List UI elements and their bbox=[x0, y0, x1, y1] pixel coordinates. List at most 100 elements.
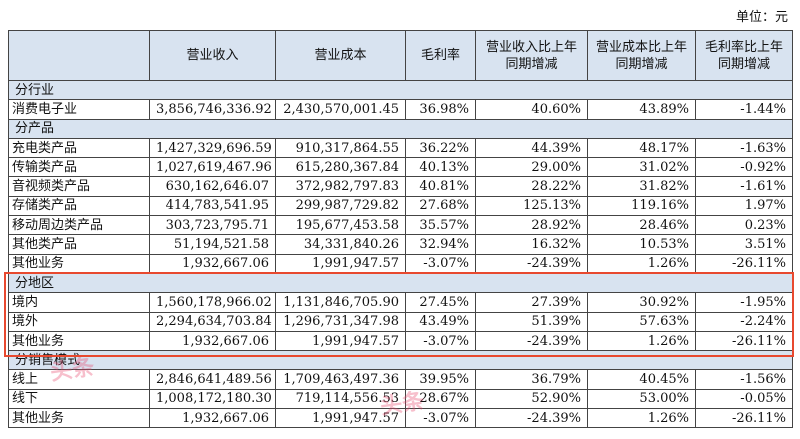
table-cell: -24.39% bbox=[475, 408, 588, 429]
section-title: 分销售模式 bbox=[8, 350, 793, 371]
unit-label: 单位：元 bbox=[735, 10, 788, 25]
header-row: 营业收入 营业成本 毛利率 营业收入比上年同期增减 营业成本比上年同期增减 毛利… bbox=[8, 30, 793, 81]
table-row: 充电类产品 1,427,329,696.59 910,317,864.55 36.22… bbox=[8, 137, 793, 159]
table-cell: -2.24% bbox=[695, 311, 793, 332]
table-cell: 52.90% bbox=[475, 388, 588, 410]
table-cell: 51.39% bbox=[475, 311, 588, 332]
table-cell: 31.02% bbox=[587, 157, 696, 178]
row-label: 存储类产品 bbox=[8, 195, 150, 217]
header-blank bbox=[8, 30, 150, 81]
header-cost: 营业成本 bbox=[275, 30, 406, 81]
section-row: 分销售模式 bbox=[8, 350, 793, 371]
table-cell: 32.94% bbox=[405, 234, 476, 255]
table-cell: 48.17% bbox=[587, 137, 696, 159]
table-row: 传输类产品 1,027,619,467.96 615,280,367.84 40.13… bbox=[8, 157, 793, 178]
table-cell: 1,991,947.57 bbox=[275, 253, 406, 274]
table-cell: 31.82% bbox=[587, 176, 696, 197]
table-row: 线下 1,008,172,180.30 719,114,556.53 28.67% 52… bbox=[8, 388, 793, 410]
table-cell: 2,430,570,001.45 bbox=[275, 99, 406, 120]
row-label: 线上 bbox=[8, 369, 150, 390]
table-cell: 119.16% bbox=[587, 195, 696, 217]
table-cell: -26.11% bbox=[695, 253, 793, 274]
table-row: 消费电子业 3,856,746,336.92 2,430,570,001.45 36.… bbox=[8, 99, 793, 120]
table-cell: 1.26% bbox=[587, 330, 696, 352]
table-cell: 372,982,797.83 bbox=[275, 176, 406, 197]
table-cell: 3,856,746,336.92 bbox=[149, 99, 276, 120]
table-cell: 414,783,541.95 bbox=[149, 195, 276, 217]
table-cell: 51,194,521.58 bbox=[149, 234, 276, 255]
table-cell: 3.51% bbox=[695, 234, 793, 255]
table-row: 其他业务 1,932,667.06 1,991,947.57 -3.07% -24.39… bbox=[8, 330, 793, 352]
revenue-breakdown-table: 营业收入 营业成本 毛利率 营业收入比上年同期增减 营业成本比上年同期增减 毛利… bbox=[8, 30, 793, 429]
table-cell: 36.79% bbox=[475, 369, 588, 390]
table-cell: 1,008,172,180.30 bbox=[149, 388, 276, 410]
row-label: 其他类产品 bbox=[8, 234, 150, 255]
table-cell: 53.00% bbox=[587, 388, 696, 410]
table-row: 音视频类产品 630,162,646.07 372,982,797.83 40.81%… bbox=[8, 176, 793, 197]
row-label: 其他业务 bbox=[8, 330, 150, 352]
table-cell: 1,427,329,696.59 bbox=[149, 137, 276, 159]
row-label: 线下 bbox=[8, 388, 150, 410]
section-row: 分产品 bbox=[8, 118, 793, 139]
header-gross-margin: 毛利率 bbox=[405, 30, 476, 81]
table-body: 分行业 消费电子业 3,856,746,336.92 2,430,570,001.45… bbox=[8, 79, 793, 429]
table-cell: 43.89% bbox=[587, 99, 696, 120]
table-cell: 27.45% bbox=[405, 292, 476, 313]
table-cell: 28.46% bbox=[587, 215, 696, 236]
table-cell: 34,331,840.26 bbox=[275, 234, 406, 255]
table-cell: -24.39% bbox=[475, 330, 588, 352]
table-cell: 1,027,619,467.96 bbox=[149, 157, 276, 178]
table-row: 线上 2,846,641,489.56 1,709,463,497.36 39.95%… bbox=[8, 369, 793, 390]
row-label: 其他业务 bbox=[8, 408, 150, 429]
table-cell: 1.26% bbox=[587, 408, 696, 429]
table-cell: 43.49% bbox=[405, 311, 476, 332]
table-cell: 630,162,646.07 bbox=[149, 176, 276, 197]
table-cell: -0.05% bbox=[695, 388, 793, 410]
row-label: 传输类产品 bbox=[8, 157, 150, 178]
table-cell: 615,280,367.84 bbox=[275, 157, 406, 178]
table-cell: 0.23% bbox=[695, 215, 793, 236]
table-cell: 299,987,729.82 bbox=[275, 195, 406, 217]
table-cell: -0.92% bbox=[695, 157, 793, 178]
table-cell: -1.95% bbox=[695, 292, 793, 313]
table-cell: 1.97% bbox=[695, 195, 793, 217]
table-cell: 28.92% bbox=[475, 215, 588, 236]
table-cell: 40.60% bbox=[475, 99, 588, 120]
table-row: 其他业务 1,932,667.06 1,991,947.57 -3.07% -24.39… bbox=[8, 253, 793, 274]
table-cell: 30.92% bbox=[587, 292, 696, 313]
section-title: 分产品 bbox=[8, 118, 793, 139]
row-label: 充电类产品 bbox=[8, 137, 150, 159]
table-cell: 125.13% bbox=[475, 195, 588, 217]
table-cell: 1,296,731,347.98 bbox=[275, 311, 406, 332]
table-cell: 1,932,667.06 bbox=[149, 253, 276, 274]
table-cell: 44.39% bbox=[475, 137, 588, 159]
section-row: 分行业 bbox=[8, 79, 793, 101]
table-row: 境内 1,560,178,966.02 1,131,846,705.90 27.45%… bbox=[8, 292, 793, 313]
table-cell: 2,294,634,703.84 bbox=[149, 311, 276, 332]
table-cell: 719,114,556.53 bbox=[275, 388, 406, 410]
table-cell: 28.22% bbox=[475, 176, 588, 197]
table-cell: 1,932,667.06 bbox=[149, 330, 276, 352]
table-cell: 1.26% bbox=[587, 253, 696, 274]
row-label: 消费电子业 bbox=[8, 99, 150, 120]
table-cell: 40.13% bbox=[405, 157, 476, 178]
table-cell: 40.45% bbox=[587, 369, 696, 390]
table-cell: 36.22% bbox=[405, 137, 476, 159]
table-cell: 910,317,864.55 bbox=[275, 137, 406, 159]
table-row: 移动周边类产品 303,723,795.71 195,677,453.58 35.57… bbox=[8, 215, 793, 236]
table-cell: 27.68% bbox=[405, 195, 476, 217]
section-row: 分地区 bbox=[8, 272, 793, 294]
table-cell: -26.11% bbox=[695, 330, 793, 352]
header-margin-yoy: 毛利率比上年同期增减 bbox=[695, 30, 793, 81]
table-cell: 1,991,947.57 bbox=[275, 408, 406, 429]
table-cell: 303,723,795.71 bbox=[149, 215, 276, 236]
table-cell: -1.63% bbox=[695, 137, 793, 159]
table-cell: -1.61% bbox=[695, 176, 793, 197]
table-cell: 27.39% bbox=[475, 292, 588, 313]
table-cell: -26.11% bbox=[695, 408, 793, 429]
header-revenue: 营业收入 bbox=[149, 30, 276, 81]
table-cell: 1,991,947.57 bbox=[275, 330, 406, 352]
table-cell: 1,932,667.06 bbox=[149, 408, 276, 429]
table-cell: -1.44% bbox=[695, 99, 793, 120]
table-cell: 29.00% bbox=[475, 157, 588, 178]
